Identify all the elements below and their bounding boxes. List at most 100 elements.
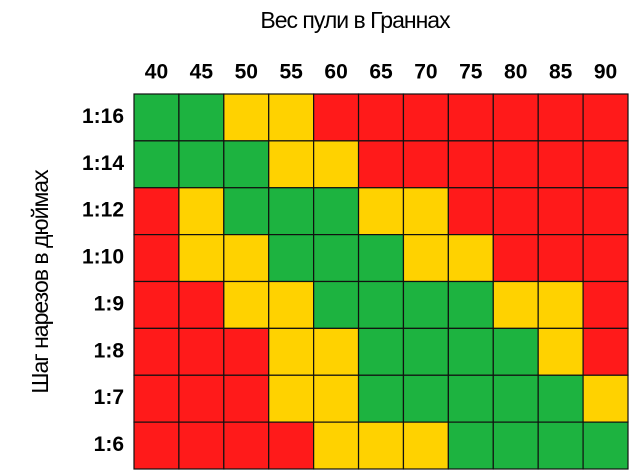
cell bbox=[178, 421, 225, 470]
cell bbox=[537, 327, 584, 376]
cell bbox=[492, 140, 539, 189]
cell bbox=[313, 234, 360, 283]
y-tick-label: 1:6 bbox=[94, 433, 124, 456]
cell bbox=[223, 93, 270, 142]
cell bbox=[178, 327, 225, 376]
cell bbox=[402, 374, 449, 423]
cell bbox=[582, 187, 629, 236]
y-tick-label: 1:12 bbox=[82, 199, 124, 222]
cell bbox=[537, 421, 584, 470]
cell bbox=[402, 280, 449, 329]
cell bbox=[582, 140, 629, 189]
cell bbox=[402, 421, 449, 470]
cell bbox=[357, 280, 405, 329]
cell bbox=[133, 421, 180, 470]
cell bbox=[537, 140, 584, 189]
cell bbox=[357, 93, 405, 142]
cell bbox=[492, 280, 539, 329]
cell bbox=[178, 187, 225, 236]
cell bbox=[492, 93, 539, 142]
cell bbox=[268, 187, 315, 236]
cell bbox=[313, 327, 360, 376]
x-tick-label: 60 bbox=[324, 61, 347, 84]
cell bbox=[133, 187, 180, 236]
cell bbox=[582, 421, 629, 470]
cell bbox=[447, 374, 494, 423]
cell bbox=[223, 280, 270, 329]
cell bbox=[537, 93, 584, 142]
y-tick-label: 1:8 bbox=[94, 339, 125, 362]
cell bbox=[313, 187, 360, 236]
cell bbox=[313, 93, 360, 142]
cell bbox=[447, 140, 494, 189]
cell bbox=[357, 234, 405, 283]
cell bbox=[133, 140, 180, 189]
cell bbox=[447, 234, 494, 283]
cell bbox=[492, 234, 539, 283]
cell bbox=[447, 327, 494, 376]
cell bbox=[582, 280, 629, 329]
cell bbox=[582, 93, 629, 142]
cell bbox=[313, 140, 360, 189]
cell bbox=[223, 374, 270, 423]
y-tick-label: 1:9 bbox=[94, 292, 124, 315]
cell bbox=[313, 280, 360, 329]
cell bbox=[133, 234, 180, 283]
cell bbox=[178, 140, 225, 189]
x-tick-label: 75 bbox=[459, 61, 483, 84]
cell bbox=[178, 280, 225, 329]
cell bbox=[268, 234, 315, 283]
cell bbox=[178, 93, 225, 142]
cell bbox=[447, 280, 494, 329]
x-tick-label: 65 bbox=[369, 61, 393, 84]
cell bbox=[582, 327, 629, 376]
cell bbox=[268, 93, 315, 142]
chart-title: Вес пули в Граннах bbox=[260, 7, 451, 33]
cell bbox=[268, 421, 315, 470]
cell bbox=[492, 421, 539, 470]
cell bbox=[357, 327, 405, 376]
y-tick-label: 1:16 bbox=[82, 105, 124, 128]
cell bbox=[402, 187, 449, 236]
cell bbox=[268, 374, 315, 423]
x-tick-label: 40 bbox=[145, 61, 168, 84]
cell bbox=[223, 140, 270, 189]
cell bbox=[223, 327, 270, 376]
cell bbox=[223, 421, 270, 470]
cell bbox=[402, 93, 449, 142]
cell bbox=[313, 421, 360, 470]
cell bbox=[313, 374, 360, 423]
cell bbox=[537, 187, 584, 236]
cell bbox=[133, 327, 180, 376]
cell bbox=[268, 280, 315, 329]
cell bbox=[133, 374, 180, 423]
x-tick-label: 50 bbox=[235, 61, 258, 84]
x-tick-label: 85 bbox=[549, 61, 573, 84]
x-tick-label: 80 bbox=[504, 61, 527, 84]
y-tick-label: 1:10 bbox=[82, 246, 124, 269]
cell bbox=[402, 234, 449, 283]
cell bbox=[357, 187, 405, 236]
cell bbox=[268, 140, 315, 189]
cell bbox=[133, 93, 180, 142]
cell bbox=[357, 421, 405, 470]
y-axis-title: Шаг нарезов в дюймах bbox=[27, 169, 53, 394]
cell bbox=[223, 187, 270, 236]
cell bbox=[582, 234, 629, 283]
cell bbox=[537, 374, 584, 423]
cell bbox=[178, 374, 225, 423]
cell bbox=[223, 234, 270, 283]
cell bbox=[402, 327, 449, 376]
cell bbox=[447, 93, 494, 142]
cell bbox=[402, 140, 449, 189]
cell bbox=[582, 374, 629, 423]
cell bbox=[492, 374, 539, 423]
y-tick-label: 1:7 bbox=[94, 386, 124, 409]
cell bbox=[268, 327, 315, 376]
cell bbox=[492, 327, 539, 376]
cell bbox=[537, 234, 584, 283]
cell bbox=[492, 187, 539, 236]
cell bbox=[447, 421, 494, 470]
